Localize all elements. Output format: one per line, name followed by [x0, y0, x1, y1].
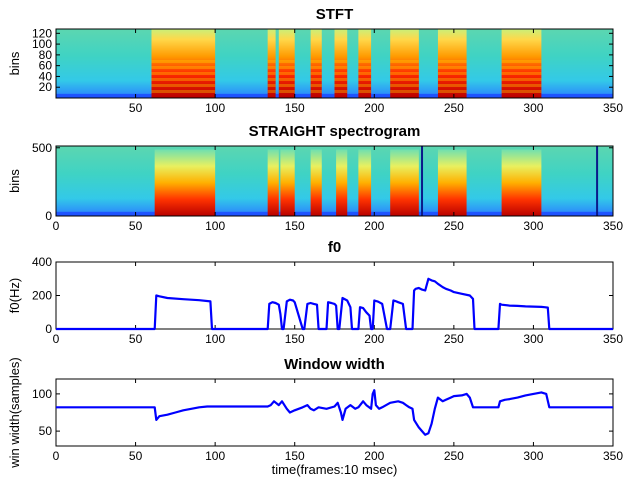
x-tick-label: 350 [603, 101, 623, 115]
x-tick-label: 300 [523, 332, 543, 346]
y-axis-label: bins [7, 51, 22, 75]
chart-title: STFT [316, 6, 354, 23]
y-axis-label: win width(samples) [7, 357, 22, 469]
y-tick-label: 60 [39, 59, 53, 73]
x-tick-label: 350 [603, 219, 623, 233]
heatmap-harmonics [310, 60, 322, 95]
y-axis-label: f0(Hz) [7, 278, 22, 313]
heatmap-voiced-region [390, 149, 419, 216]
x-tick-label: 350 [603, 332, 623, 346]
x-tick-label: 200 [364, 332, 384, 346]
chart-title: STRAIGHT spectrogram [249, 123, 421, 140]
x-tick-label: 0 [53, 219, 60, 233]
heatmap-voiced-region [336, 149, 348, 216]
y-tick-label: 50 [39, 424, 53, 438]
heatmap-voiced-region [154, 149, 216, 216]
y-tick-label: 0 [45, 209, 52, 223]
x-tick-label: 200 [364, 101, 384, 115]
heatmap-voiced-region [280, 149, 295, 216]
axes-frame [55, 28, 614, 99]
x-tick-label: 100 [205, 449, 225, 463]
x-tick-label: 250 [444, 332, 464, 346]
x-tick-label: 250 [444, 101, 464, 115]
chart-title: f0 [328, 239, 341, 256]
heatmap-harmonics [501, 60, 542, 95]
chart-title: Window width [284, 356, 385, 373]
y-axis-label: bins [7, 169, 22, 193]
heatmap-harmonics [358, 60, 372, 95]
x-tick-label: 200 [364, 219, 384, 233]
y-tick-label: 100 [32, 37, 52, 51]
series-line [56, 389, 613, 436]
x-tick-label: 0 [53, 332, 60, 346]
y-tick-label: 20 [39, 80, 53, 94]
f0-panel: f0 f0(Hz) 0 50 100 150 200 250 300 350 0 200 400 [7, 239, 623, 346]
window-width-panel: Window width win width(samples) time(frame… [7, 356, 623, 477]
straight-panel: STRAIGHT spectrogram bins 0 50 100 150 200 250 3… [7, 123, 623, 233]
x-tick-label: 50 [129, 449, 143, 463]
x-tick-label: 250 [444, 219, 464, 233]
x-tick-label: 150 [285, 101, 305, 115]
x-tick-label: 100 [205, 101, 225, 115]
heatmap-voiced-region [310, 149, 322, 216]
y-tick-label: 400 [32, 255, 52, 269]
heatmap-harmonics [390, 60, 419, 95]
x-tick-label: 300 [523, 219, 543, 233]
heatmap-harmonics [437, 60, 467, 95]
x-tick-label: 0 [53, 449, 60, 463]
x-axis-label: time(frames:10 msec) [272, 462, 398, 477]
heatmap-harmonics [278, 60, 295, 95]
x-tick-label: 100 [205, 219, 225, 233]
x-tick-label: 250 [444, 449, 464, 463]
axes-frame [55, 145, 614, 217]
x-tick-label: 50 [129, 332, 143, 346]
y-tick-label: 40 [39, 69, 53, 83]
y-tick-label: 0 [45, 322, 52, 336]
y-tick-label: 80 [39, 48, 53, 62]
x-tick-label: 300 [523, 101, 543, 115]
x-tick-label: 150 [285, 219, 305, 233]
y-tick-label: 200 [32, 289, 52, 303]
heatmap-harmonics [334, 60, 348, 95]
heatmap-harmonics [151, 60, 216, 95]
heatmap-low-band [56, 211, 613, 216]
x-tick-label: 150 [285, 449, 305, 463]
heatmap-voiced-region [267, 149, 279, 216]
x-tick-label: 100 [205, 332, 225, 346]
x-tick-label: 50 [129, 219, 143, 233]
x-tick-label: 300 [523, 449, 543, 463]
y-tick-label: 100 [32, 387, 52, 401]
axes-frame [55, 261, 614, 330]
axes-frame [55, 378, 614, 447]
x-tick-label: 50 [129, 101, 143, 115]
y-tick-label: 500 [32, 141, 52, 155]
y-tick-label: 120 [32, 26, 52, 40]
series-line [56, 277, 613, 331]
heatmap-harmonics [267, 60, 276, 95]
heatmap-voiced-region [358, 149, 372, 216]
x-tick-label: 350 [603, 449, 623, 463]
x-tick-label: 200 [364, 449, 384, 463]
x-tick-label: 150 [285, 332, 305, 346]
heatmap-voiced-region [437, 149, 467, 216]
heatmap-voiced-region [501, 149, 542, 216]
